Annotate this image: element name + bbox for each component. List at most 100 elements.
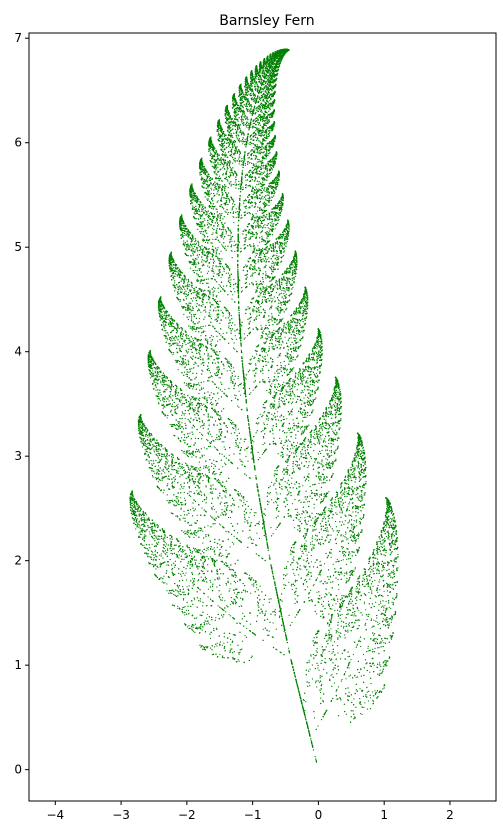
scatter-point [247, 270, 248, 271]
scatter-point [219, 323, 220, 324]
scatter-point [304, 299, 305, 300]
scatter-point [254, 376, 255, 377]
scatter-point [365, 481, 366, 482]
scatter-point [292, 267, 293, 268]
scatter-point [180, 468, 181, 469]
scatter-point [196, 249, 197, 250]
scatter-point [185, 471, 186, 472]
scatter-point [188, 351, 189, 352]
scatter-point [230, 639, 231, 640]
scatter-point [202, 542, 203, 543]
scatter-point [258, 128, 259, 129]
scatter-point [208, 534, 209, 535]
scatter-point [314, 443, 315, 444]
scatter-point [301, 331, 302, 332]
scatter-point [177, 606, 178, 607]
scatter-point [174, 262, 175, 263]
scatter-point [304, 457, 305, 458]
scatter-point [216, 252, 217, 253]
scatter-point [274, 255, 275, 256]
scatter-point [226, 557, 227, 558]
scatter-point [269, 308, 270, 309]
scatter-point [188, 247, 189, 248]
scatter-point [288, 648, 289, 649]
scatter-point [254, 465, 255, 466]
scatter-point [245, 264, 246, 265]
scatter-point [283, 382, 284, 383]
scatter-point [213, 464, 214, 465]
scatter-point [297, 512, 298, 513]
scatter-point [239, 391, 240, 392]
scatter-point [161, 473, 162, 474]
scatter-point [188, 279, 189, 280]
scatter-point [345, 688, 346, 689]
scatter-point [336, 526, 337, 527]
scatter-point [201, 231, 202, 232]
scatter-point [146, 514, 147, 515]
scatter-point [228, 212, 229, 213]
scatter-point [293, 347, 294, 348]
scatter-point [255, 98, 256, 99]
scatter-point [331, 455, 332, 456]
scatter-point [132, 508, 133, 509]
scatter-point [228, 277, 229, 278]
scatter-point [194, 599, 195, 600]
scatter-point [282, 393, 283, 394]
scatter-point [203, 566, 204, 567]
scatter-point [238, 158, 239, 159]
scatter-point [313, 584, 314, 585]
scatter-point [321, 529, 322, 530]
scatter-point [208, 589, 209, 590]
scatter-point [286, 418, 287, 419]
scatter-point [306, 316, 307, 317]
scatter-point [259, 65, 260, 66]
scatter-point [316, 592, 317, 593]
scatter-point [295, 594, 296, 595]
scatter-point [262, 288, 263, 289]
scatter-point [153, 375, 154, 376]
scatter-point [372, 691, 373, 692]
scatter-point [392, 518, 393, 519]
scatter-point [231, 241, 232, 242]
scatter-point [312, 403, 313, 404]
scatter-point [177, 408, 178, 409]
scatter-point [262, 301, 263, 302]
scatter-point [262, 368, 263, 369]
scatter-point [277, 387, 278, 388]
scatter-point [312, 409, 313, 410]
scatter-point [164, 328, 165, 329]
scatter-point [283, 445, 284, 446]
scatter-point [384, 619, 385, 620]
scatter-point [323, 426, 324, 427]
scatter-point [322, 466, 323, 467]
scatter-point [265, 613, 266, 614]
scatter-point [265, 191, 266, 192]
scatter-point [192, 630, 193, 631]
scatter-point [330, 406, 331, 407]
scatter-point [380, 601, 381, 602]
scatter-point [192, 338, 193, 339]
scatter-point [220, 217, 221, 218]
scatter-point [240, 395, 241, 396]
scatter-point [268, 248, 269, 249]
scatter-point [253, 133, 254, 134]
scatter-point [182, 343, 183, 344]
scatter-point [221, 229, 222, 230]
scatter-point [269, 631, 270, 632]
scatter-point [203, 290, 204, 291]
scatter-point [382, 688, 383, 689]
scatter-point [167, 469, 168, 470]
scatter-point [256, 217, 257, 218]
scatter-point [285, 634, 286, 635]
scatter-point [302, 306, 303, 307]
scatter-point [355, 479, 356, 480]
scatter-point [228, 366, 229, 367]
scatter-point [202, 551, 203, 552]
chart-title: Barnsley Fern [219, 13, 314, 29]
scatter-point [181, 306, 182, 307]
scatter-point [213, 287, 214, 288]
scatter-point [180, 515, 181, 516]
scatter-point [226, 233, 227, 234]
scatter-point [196, 560, 197, 561]
scatter-point [288, 439, 289, 440]
